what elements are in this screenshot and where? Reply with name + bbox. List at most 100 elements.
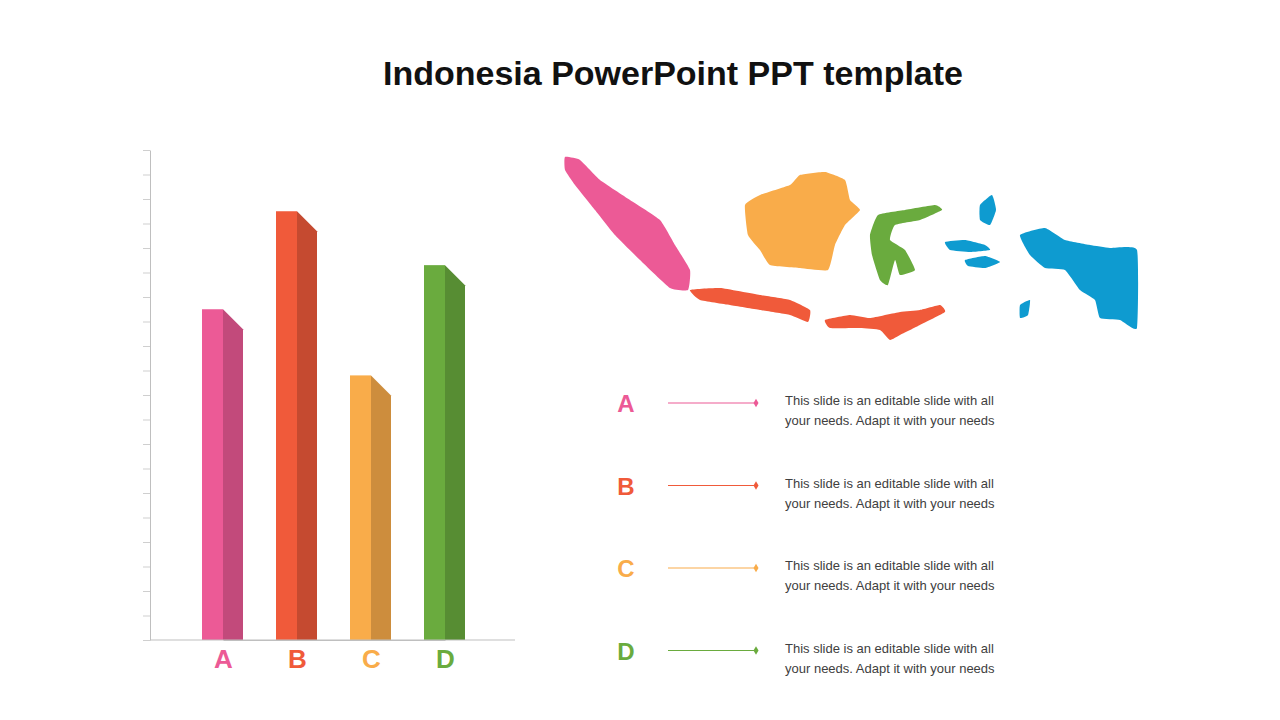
baseline — [150, 640, 515, 641]
row-connector — [668, 402, 754, 403]
y-tick — [143, 175, 150, 176]
y-tick-mark — [143, 175, 150, 176]
row-diamond — [753, 646, 758, 655]
chart-canvas: Indonesia PowerPoint PPT template A B C D A Th… — [0, 0, 1280, 720]
y-tick — [143, 297, 150, 298]
x-tick: A — [214, 640, 233, 674]
y-tick-mark — [143, 224, 150, 225]
bar-side — [445, 265, 465, 640]
y-tick-mark — [143, 248, 150, 249]
y-tick-mark — [143, 395, 150, 396]
y-tick — [143, 199, 150, 200]
title: Indonesia PowerPoint PPT template — [383, 54, 963, 92]
row-connector — [668, 650, 754, 651]
map-island — [945, 240, 990, 252]
legend-rows: A This slide is an editable slide with al… — [617, 390, 995, 676]
y-tick-mark — [143, 150, 150, 151]
x-tick-label: C — [362, 644, 381, 674]
y-tick-mark — [143, 199, 150, 200]
y-tick — [143, 273, 150, 274]
y-tick-mark — [143, 444, 150, 445]
x-axis-line — [224, 640, 446, 641]
map-island — [870, 205, 942, 285]
map-island — [564, 157, 690, 291]
y-tick — [143, 591, 150, 592]
y-tick — [143, 444, 150, 445]
y-tick — [143, 493, 150, 494]
y-tick-mark — [143, 493, 150, 494]
legend-row: B This slide is an editable slide with al… — [617, 473, 995, 511]
row-connector — [668, 485, 754, 486]
y-tick-mark — [143, 591, 150, 592]
y-tick — [143, 469, 150, 470]
y-tick-mark — [143, 640, 150, 641]
row-connector — [668, 567, 754, 568]
x-tick-label: A — [214, 644, 233, 674]
y-tick — [143, 322, 150, 323]
bar-side — [371, 375, 391, 640]
y-tick — [143, 224, 150, 225]
y-tick-mark — [143, 420, 150, 421]
y-tick — [143, 640, 150, 641]
map-island — [1020, 300, 1031, 318]
bar-side — [297, 211, 317, 640]
row-label: C — [617, 555, 634, 582]
x-tick: D — [436, 640, 455, 674]
row-label: B — [617, 473, 634, 500]
map-island — [825, 305, 946, 340]
legend-row: C This slide is an editable slide with al… — [617, 555, 995, 593]
legend-row: A This slide is an editable slide with al… — [617, 390, 995, 428]
y-tick — [143, 518, 150, 519]
row-description: your needs. Adapt it with your needs — [785, 661, 995, 676]
row-description: your needs. Adapt it with your needs — [785, 413, 995, 428]
row-diamond — [753, 399, 758, 408]
x-tick: C — [362, 640, 381, 674]
y-tick-mark — [143, 346, 150, 347]
map — [564, 157, 1138, 340]
row-label: A — [617, 390, 634, 417]
legend-row: D This slide is an editable slide with al… — [617, 638, 995, 676]
y-tick-mark — [143, 297, 150, 298]
row-diamond — [753, 564, 758, 573]
row-description: your needs. Adapt it with your needs — [785, 496, 995, 511]
map-island — [979, 195, 996, 225]
map-island — [965, 256, 1000, 268]
row-description: This slide is an editable slide with all — [785, 393, 994, 408]
y-tick-mark — [143, 542, 150, 543]
y-tick-mark — [143, 273, 150, 274]
bar-front — [202, 309, 223, 640]
row-description: This slide is an editable slide with all — [785, 558, 994, 573]
y-tick — [143, 542, 150, 543]
x-tick-label: D — [436, 644, 455, 674]
y-tick — [143, 150, 150, 151]
y-tick — [143, 371, 150, 372]
y-tick-mark — [143, 371, 150, 372]
y-tick — [143, 420, 150, 421]
x-tick-label: B — [288, 644, 307, 674]
x-axis: A B C D — [214, 640, 455, 674]
y-axis-line — [150, 151, 151, 641]
y-tick — [143, 346, 150, 347]
bar-side — [223, 309, 243, 640]
map-island — [1020, 228, 1138, 329]
y-tick-mark — [143, 322, 150, 323]
y-tick — [143, 616, 150, 617]
bars — [202, 211, 465, 640]
row-description: This slide is an editable slide with all — [785, 476, 994, 491]
y-tick-mark — [143, 518, 150, 519]
y-tick-mark — [143, 616, 150, 617]
y-tick — [143, 567, 150, 568]
y-tick-mark — [143, 469, 150, 470]
bar-front — [276, 211, 297, 640]
map-island — [745, 172, 860, 270]
bar-front — [424, 265, 445, 640]
row-diamond — [753, 481, 758, 490]
map-island — [690, 288, 811, 322]
x-tick: B — [288, 640, 307, 674]
row-description: This slide is an editable slide with all — [785, 641, 994, 656]
row-label: D — [617, 638, 634, 665]
y-tick-mark — [143, 567, 150, 568]
y-axis — [143, 151, 151, 641]
row-description: your needs. Adapt it with your needs — [785, 578, 995, 593]
y-tick — [143, 248, 150, 249]
